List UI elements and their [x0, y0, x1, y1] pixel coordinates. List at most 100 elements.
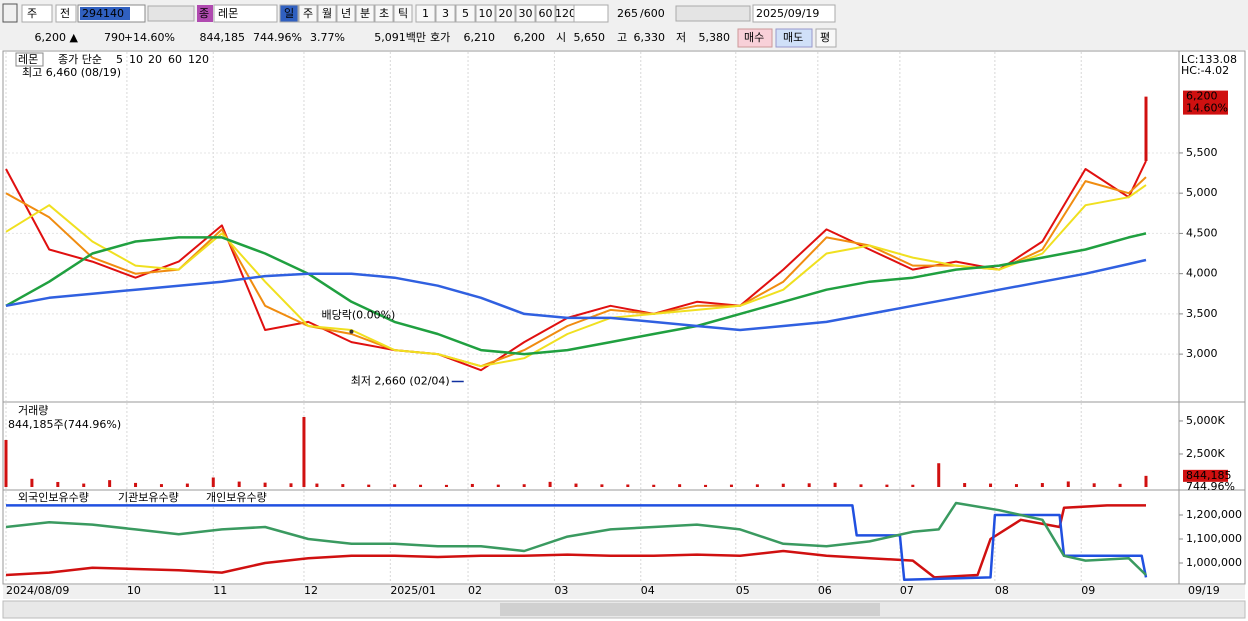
unit-button[interactable]: 1 — [422, 7, 429, 20]
interval-button[interactable] — [393, 4, 413, 23]
unit-button[interactable]: 20 — [499, 7, 513, 20]
legend-entry: 20 — [148, 53, 162, 66]
volume-bar — [30, 478, 34, 487]
unit-button[interactable]: 5 — [462, 7, 469, 20]
y-tick-label: 5,000 — [1186, 186, 1218, 199]
volume-bar — [859, 484, 863, 487]
x-last-date: 09/19 — [1188, 584, 1220, 597]
interval-button[interactable] — [298, 4, 318, 23]
volume-bar — [574, 483, 578, 487]
volume-bar — [1118, 483, 1122, 487]
y-tick-label: 5,500 — [1186, 146, 1218, 159]
x-tick-label: 06 — [818, 584, 832, 597]
interval-button[interactable] — [336, 4, 356, 23]
interval-button[interactable]: 틱 — [398, 7, 408, 20]
x-tick-label: 03 — [554, 584, 568, 597]
volume-bar — [4, 439, 8, 487]
tool-icons[interactable] — [675, 5, 751, 22]
volume-bar — [755, 484, 759, 487]
x-tick-label: 11 — [213, 584, 227, 597]
prev-button[interactable]: 전 — [60, 7, 70, 20]
search-icons[interactable] — [147, 5, 195, 22]
y-tick-label: 4,500 — [1186, 226, 1218, 239]
volume-bar — [1014, 484, 1018, 487]
volume-bar — [522, 484, 526, 487]
unit-button[interactable] — [475, 4, 496, 23]
avg-button[interactable] — [815, 28, 837, 48]
dividend-note: 배당락(0.00%) — [321, 309, 395, 322]
avg-button[interactable]: 평 — [820, 31, 830, 44]
lc-label: LC:133.08 — [1181, 53, 1237, 66]
volume-bar — [885, 484, 889, 487]
interval-button[interactable] — [279, 4, 299, 23]
info-turnover: 3.77% — [310, 31, 345, 44]
bar-count[interactable]: 265 — [617, 7, 638, 20]
info-price: 6,200 ▲ — [35, 31, 79, 44]
volume-bar — [1144, 475, 1148, 487]
unit-button[interactable] — [415, 4, 436, 23]
unit-button[interactable] — [495, 4, 516, 23]
y-tick-label: 2,500K — [1186, 447, 1225, 460]
unit-button[interactable] — [455, 4, 476, 23]
unit-button[interactable] — [515, 4, 536, 23]
stock-code[interactable]: 294140 — [82, 7, 124, 20]
volume-bar — [652, 484, 656, 487]
x-tick-label: 08 — [995, 584, 1009, 597]
sell-button[interactable] — [775, 28, 813, 48]
volume-bar — [1066, 481, 1070, 487]
info-bid: 6,200 — [514, 31, 546, 44]
unit-button[interactable]: 60 — [539, 7, 553, 20]
last-volume-change: 744.96% — [1186, 480, 1235, 493]
info-rate: +14.60% — [124, 31, 175, 44]
buy-button[interactable] — [737, 28, 773, 48]
info-low: 5,380 — [699, 31, 731, 44]
volume-bar — [989, 483, 993, 487]
volume-bar — [678, 484, 682, 487]
interval-button[interactable]: 월 — [322, 7, 332, 20]
interval-button[interactable]: 주 — [303, 7, 313, 20]
x-tick-label: 05 — [736, 584, 750, 597]
market-badge — [197, 5, 213, 22]
y-tick-label: 5,000K — [1186, 414, 1225, 427]
volume-bar — [393, 484, 397, 487]
interval-button[interactable]: 분 — [360, 7, 370, 20]
legend-entry: 외국인보유수량 — [18, 491, 89, 504]
period-select[interactable]: 주 — [27, 7, 37, 20]
volume-bar — [315, 483, 319, 487]
info-label: 시 — [556, 31, 566, 44]
high-note: 최고 6,460 (08/19) — [22, 66, 121, 79]
y-tick-label: 1,200,000 — [1186, 508, 1242, 521]
interval-button[interactable]: 초 — [379, 7, 389, 20]
interval-button[interactable] — [355, 4, 375, 23]
scroll-thumb[interactable] — [500, 603, 880, 616]
unit-button[interactable]: 30 — [519, 7, 533, 20]
unit-button[interactable]: 10 — [479, 7, 493, 20]
sell-button[interactable]: 매도 — [783, 31, 803, 44]
unit-button[interactable]: 120 — [555, 7, 576, 20]
info-label: 호가 — [430, 31, 450, 44]
volume-bar — [367, 484, 371, 487]
volume-bar — [302, 417, 306, 487]
volume-bar — [781, 483, 785, 487]
unit-button[interactable] — [435, 4, 456, 23]
unit-button[interactable]: 3 — [442, 7, 449, 20]
volume-bar — [626, 484, 630, 487]
menu-icon[interactable] — [2, 3, 18, 23]
interval-button[interactable] — [317, 4, 337, 23]
button — [21, 4, 53, 23]
info-label: 고 — [617, 31, 627, 44]
date-input[interactable]: 2025/09/19 — [756, 7, 819, 20]
series-line — [5, 504, 1146, 579]
volume-bar — [289, 483, 293, 487]
bar-max: /600 — [640, 7, 665, 20]
stock-name[interactable]: 레몬 — [218, 7, 238, 20]
volume-bar — [937, 463, 941, 487]
interval-button[interactable] — [374, 4, 394, 23]
buy-button[interactable]: 매수 — [744, 31, 764, 44]
y-tick-label: 4,000 — [1186, 267, 1218, 280]
interval-button[interactable]: 일 — [284, 6, 294, 20]
title-box — [15, 52, 44, 67]
interval-button[interactable]: 년 — [341, 7, 351, 20]
legend-entry: 5 — [116, 53, 123, 66]
unit-button[interactable] — [535, 4, 556, 23]
